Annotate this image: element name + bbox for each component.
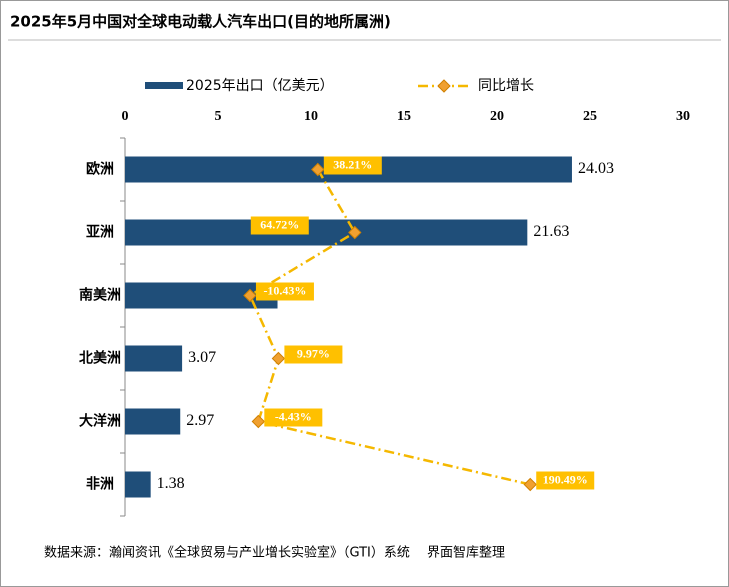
y-tick-label: 南美洲 xyxy=(79,287,121,304)
y-tick-label: 大洋洲 xyxy=(79,413,121,430)
bar-value-label: 1.38 xyxy=(157,475,185,492)
growth-marker xyxy=(243,288,257,303)
growth-label-box xyxy=(536,471,595,490)
chart-title: 2025年5月中国对全球电动载人汽车出口(目的地所属洲) xyxy=(10,13,391,31)
x-tick-label: 0 xyxy=(122,109,129,124)
growth-label-box xyxy=(255,282,314,301)
growth-label: 9.97% xyxy=(297,346,330,360)
x-tick-label: 15 xyxy=(397,109,411,124)
y-tick-label: 欧洲 xyxy=(86,161,114,178)
growth-marker xyxy=(251,414,266,429)
legend-label: 同比增长 xyxy=(478,78,534,94)
growth-marker xyxy=(523,477,537,492)
y-tick-label: 亚洲 xyxy=(86,225,114,241)
legend-label: 2025年出口（亿美元） xyxy=(186,78,334,94)
growth-marker xyxy=(271,351,286,366)
bar xyxy=(125,408,181,435)
y-tick-label: 非洲 xyxy=(86,476,114,493)
legend-swatch xyxy=(145,82,183,89)
growth-marker xyxy=(348,225,362,240)
bar-value-label: 2.97 xyxy=(186,412,214,429)
growth-line xyxy=(248,168,531,486)
growth-marker xyxy=(311,162,325,177)
growth-label: -4.43% xyxy=(275,409,312,423)
y-tick-label: 北美洲 xyxy=(79,350,121,367)
growth-label: 38.21% xyxy=(333,157,372,171)
bar xyxy=(125,219,528,246)
legend-marker xyxy=(437,79,451,93)
bar-value-label: 3.07 xyxy=(188,349,216,366)
bar-value-label: 21.63 xyxy=(533,223,569,240)
growth-label-box xyxy=(264,408,323,427)
growth-label: -10.43% xyxy=(263,283,306,297)
bar xyxy=(125,345,183,372)
growth-label-box xyxy=(284,345,343,364)
source-note: 数据来源：瀚闻资讯《全球贸易与产业增长实验室》（GTI）系统 界面智库整理 xyxy=(44,545,505,561)
x-tick-label: 5 xyxy=(215,109,222,124)
growth-label-box xyxy=(250,216,309,235)
growth-label: 64.72% xyxy=(260,217,299,231)
bar xyxy=(125,471,151,498)
growth-label: 190.49% xyxy=(543,472,588,486)
growth-label-box xyxy=(323,156,382,175)
x-tick-label: 20 xyxy=(490,109,504,124)
x-tick-label: 10 xyxy=(304,109,318,124)
bar-value-label: 24.03 xyxy=(578,160,614,177)
x-tick-label: 25 xyxy=(583,109,597,124)
x-tick-label: 30 xyxy=(676,109,690,124)
